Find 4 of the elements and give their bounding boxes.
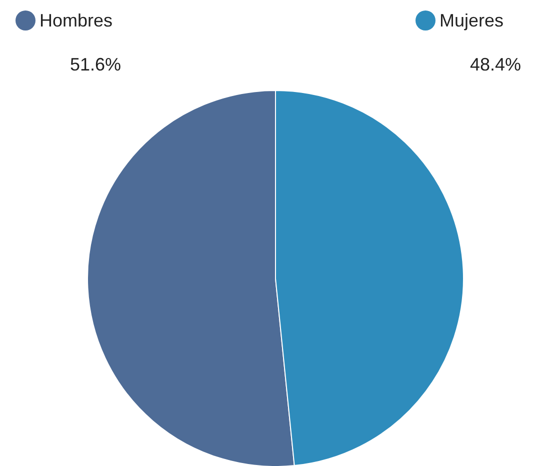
data-label: 48.4%: [470, 54, 522, 74]
legend-label: Mujeres: [440, 10, 504, 30]
legend-label: Hombres: [40, 10, 113, 30]
data-label: 51.6%: [70, 54, 122, 74]
